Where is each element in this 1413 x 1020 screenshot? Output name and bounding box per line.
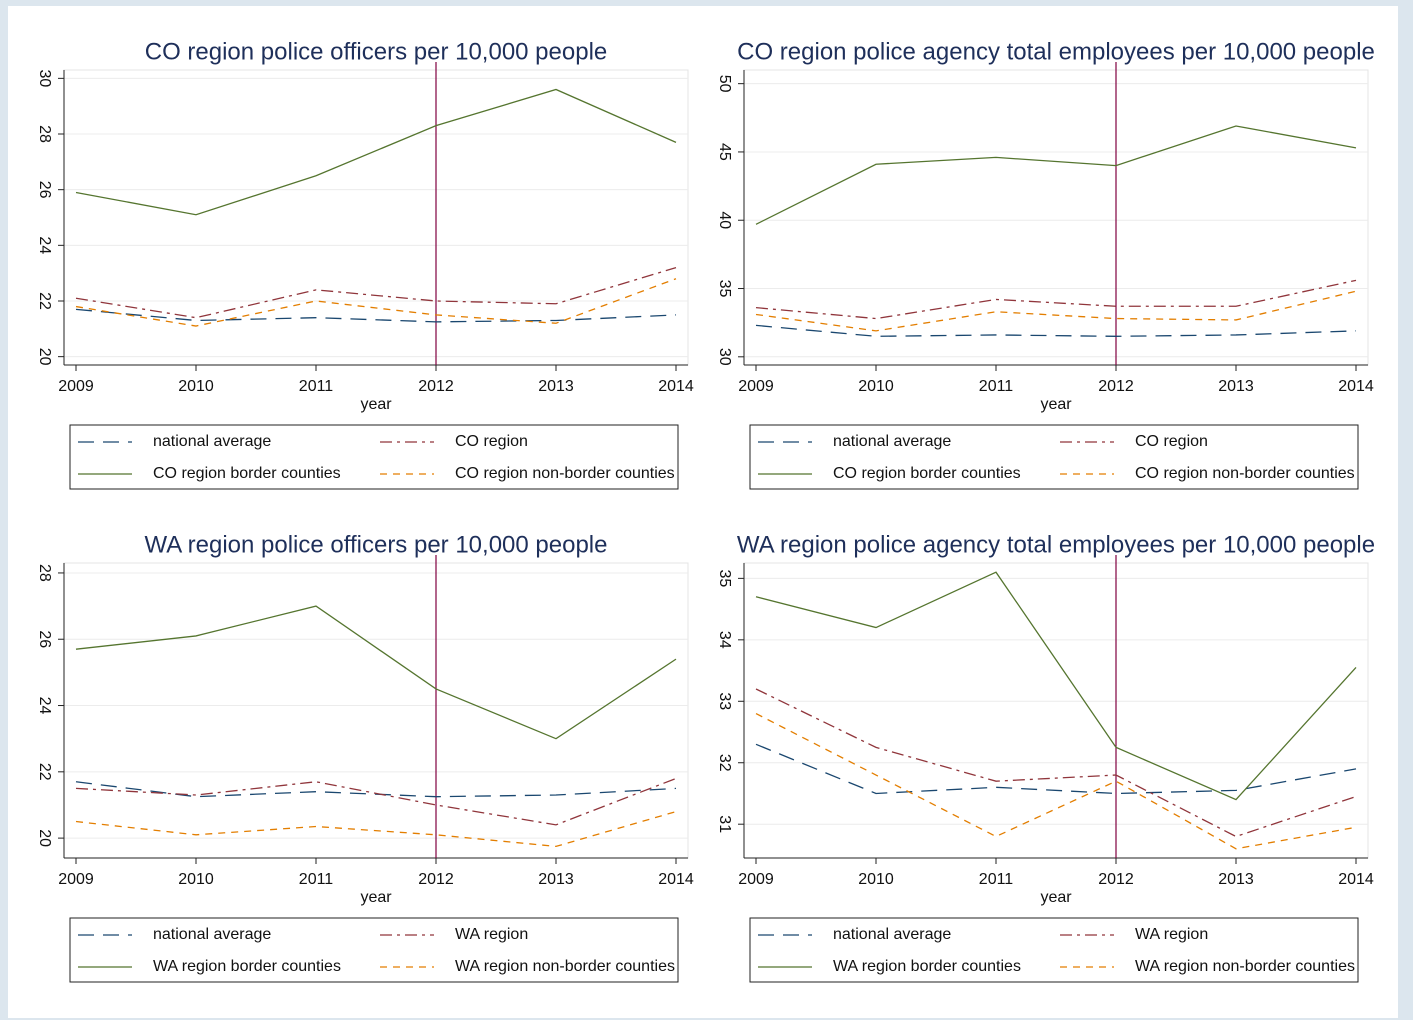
legend-label: CO region bbox=[455, 433, 528, 450]
x-tick-label: 2013 bbox=[538, 871, 574, 888]
series-line bbox=[755, 743, 1357, 795]
x-axis-label: year bbox=[360, 396, 392, 413]
x-tick-label: 2013 bbox=[1218, 378, 1254, 395]
legend-label: national average bbox=[833, 433, 951, 450]
legend-box bbox=[749, 424, 1359, 490]
series-line bbox=[75, 278, 677, 327]
y-tick-label: 31 bbox=[716, 815, 733, 833]
y-tick-label: 45 bbox=[716, 143, 733, 161]
x-axis-label: year bbox=[360, 889, 392, 906]
series-line bbox=[75, 777, 677, 826]
series-line bbox=[75, 88, 677, 216]
y-tick-label: 22 bbox=[36, 292, 53, 310]
y-tick-label: 50 bbox=[716, 75, 733, 93]
x-tick-label: 2011 bbox=[299, 871, 334, 888]
y-tick-label: 30 bbox=[716, 348, 733, 366]
series-line bbox=[75, 308, 677, 323]
chart-title: WA region police agency total employees … bbox=[737, 531, 1375, 558]
legend-label: CO region border counties bbox=[833, 465, 1021, 482]
legend-box bbox=[749, 917, 1359, 983]
series-line bbox=[755, 290, 1357, 332]
y-tick-label: 28 bbox=[36, 125, 53, 143]
legend-label: national average bbox=[153, 433, 271, 450]
x-tick-label: 2013 bbox=[1218, 871, 1254, 888]
y-tick-label: 26 bbox=[36, 630, 53, 648]
x-tick-label: 2014 bbox=[658, 871, 694, 888]
series-line bbox=[755, 571, 1357, 801]
series-line bbox=[75, 605, 677, 740]
y-tick-label: 30 bbox=[36, 69, 53, 87]
legend-label: national average bbox=[833, 926, 951, 943]
chart-title: CO region police agency total employees … bbox=[737, 38, 1375, 65]
legend-label: WA region border counties bbox=[153, 958, 341, 975]
y-tick-label: 26 bbox=[36, 181, 53, 199]
series-line bbox=[75, 266, 677, 319]
y-tick-label: 35 bbox=[716, 280, 733, 298]
x-tick-label: 2009 bbox=[738, 871, 774, 888]
legend-label: WA region non-border counties bbox=[455, 958, 675, 975]
legend-label: national average bbox=[153, 926, 271, 943]
x-tick-label: 2010 bbox=[178, 378, 214, 395]
x-tick-label: 2011 bbox=[979, 871, 1014, 888]
x-tick-label: 2014 bbox=[658, 378, 694, 395]
x-tick-label: 2009 bbox=[58, 378, 94, 395]
x-tick-label: 2012 bbox=[1098, 378, 1134, 395]
x-tick-label: 2013 bbox=[538, 378, 574, 395]
x-tick-label: 2012 bbox=[1098, 871, 1134, 888]
legend-label: CO region border counties bbox=[153, 465, 341, 482]
x-tick-label: 2014 bbox=[1338, 871, 1374, 888]
legend-label: CO region bbox=[1135, 433, 1208, 450]
y-tick-label: 22 bbox=[36, 763, 53, 781]
x-tick-label: 2009 bbox=[738, 378, 774, 395]
x-tick-label: 2010 bbox=[178, 871, 214, 888]
x-axis-label: year bbox=[1040, 396, 1072, 413]
legend-label: CO region non-border counties bbox=[1135, 465, 1355, 482]
chart-title: WA region police officers per 10,000 peo… bbox=[145, 531, 608, 558]
y-tick-label: 28 bbox=[36, 564, 53, 582]
legend-box bbox=[69, 424, 679, 490]
y-tick-label: 35 bbox=[716, 569, 733, 587]
x-tick-label: 2010 bbox=[858, 871, 894, 888]
series-line bbox=[75, 810, 677, 848]
series-line bbox=[755, 712, 1357, 850]
legend-label: WA region bbox=[455, 926, 528, 943]
series-line bbox=[755, 279, 1357, 320]
legend-label: WA region bbox=[1135, 926, 1208, 943]
y-tick-label: 20 bbox=[36, 829, 53, 847]
figure-background bbox=[8, 6, 1398, 1018]
series-line bbox=[755, 324, 1357, 337]
y-tick-label: 33 bbox=[716, 692, 733, 710]
legend-label: CO region non-border counties bbox=[455, 465, 675, 482]
y-tick-label: 34 bbox=[716, 631, 733, 649]
legend-label: WA region non-border counties bbox=[1135, 958, 1355, 975]
x-tick-label: 2011 bbox=[979, 378, 1014, 395]
x-tick-label: 2014 bbox=[1338, 378, 1374, 395]
x-tick-label: 2011 bbox=[299, 378, 334, 395]
y-tick-label: 32 bbox=[716, 754, 733, 772]
y-tick-label: 40 bbox=[716, 211, 733, 229]
series-line bbox=[755, 125, 1357, 225]
y-tick-label: 20 bbox=[36, 348, 53, 366]
x-tick-label: 2009 bbox=[58, 871, 94, 888]
legend-label: WA region border counties bbox=[833, 958, 1021, 975]
series-line bbox=[755, 688, 1357, 838]
x-tick-label: 2010 bbox=[858, 378, 894, 395]
y-tick-label: 24 bbox=[36, 697, 53, 715]
x-axis-label: year bbox=[1040, 889, 1072, 906]
legend-box bbox=[69, 917, 679, 983]
x-tick-label: 2012 bbox=[418, 871, 454, 888]
y-tick-label: 24 bbox=[36, 236, 53, 254]
x-tick-label: 2012 bbox=[418, 378, 454, 395]
chart-title: CO region police officers per 10,000 peo… bbox=[145, 38, 608, 65]
